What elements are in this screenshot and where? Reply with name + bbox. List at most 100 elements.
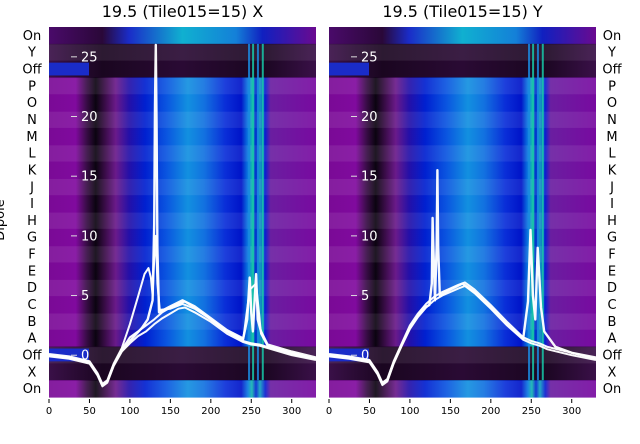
x-tick-label: 50 [363,406,376,417]
dipole-label: D [607,281,617,296]
overlay-y-tick-label: 20 [81,110,98,125]
overlay-y-tick-label: 15 [81,170,98,185]
x-tick-label: 50 [83,406,96,417]
dipole-label: G [27,231,37,246]
off-row-block [329,62,369,76]
stripe-mark [528,43,531,381]
dipole-label: M [26,130,37,145]
dipole-label: A [28,332,37,347]
overlay-y-tick-label: 10 [361,229,378,244]
heatmap-row [329,329,596,348]
stripe-mark [541,43,544,381]
dipole-label: O [27,96,37,111]
dipole-label: H [27,214,37,229]
x-tick-label: 250 [522,406,541,417]
heatmap-row [49,262,316,280]
dipole-label: On [23,29,41,44]
dipole-label: B [28,315,37,330]
dipole-label: Off [602,348,622,363]
stripe-mark [256,43,259,381]
dipole-label: L [608,147,616,162]
dipole-label: N [27,113,37,128]
dipole-label: F [28,248,35,263]
x-tick-label: 100 [120,406,139,417]
series-line [48,300,317,387]
dipole-label: E [608,264,616,279]
heatmap-row [329,144,596,163]
stripe-mark [536,43,539,381]
dipole-label: B [608,315,617,330]
series-line [48,306,317,388]
dipole-label: On [23,382,41,397]
dipole-label: Y [607,46,616,61]
dipole-label: D [27,281,37,296]
heatmap-row [329,27,596,45]
dipole-label: On [603,382,621,397]
overlay-y-tick-label: 10 [81,229,98,244]
dipole-label: On [603,29,621,44]
series-line [328,285,597,387]
dipole-label: N [607,113,617,128]
dipole-label: G [607,231,617,246]
panel-x: 19.5 (Tile015=15) XOnYOffPONMLKJIHGFEDCB… [22,2,317,417]
dipole-label: X [28,365,37,380]
overlay-y-tick-label: 20 [361,110,378,125]
x-tick-label: 150 [161,406,180,417]
x-tick-label: 100 [400,406,419,417]
heatmap-row [329,212,596,230]
dipole-label: I [610,197,614,212]
dipole-label: H [607,214,617,229]
stripe-mark [532,43,535,381]
y-axis-label: Dipole [0,199,8,240]
heatmap-row [329,77,596,95]
dipole-label: I [30,197,34,212]
heatmap-row [49,363,316,381]
overlay-y-tick-label: 25 [361,50,378,65]
overlay-y-tick-label: 5 [361,289,369,304]
dipole-label: K [608,163,617,178]
dipole-label: J [29,180,34,195]
heatmap-row [329,195,596,213]
dipole-label: P [608,79,616,94]
dipole-label: F [608,248,615,263]
overlay-y-tick-label: 25 [81,50,98,65]
heatmap-row [49,380,316,398]
x-tick-label: 300 [282,406,301,417]
overlay-y-tick-label: 0 [361,349,369,364]
heatmap-row [49,212,316,230]
heatmap-row [49,312,316,331]
dipole-label: Off [22,348,42,363]
x-tick-label: 150 [441,406,460,417]
heatmap-row [49,27,316,45]
dipole-label: O [607,96,617,111]
heatmap-row [49,144,316,163]
panel-title: 19.5 (Tile015=15) Y [382,2,543,21]
x-tick-label: 250 [242,406,261,417]
heatmap-row [49,127,316,146]
dipole-label: E [28,264,36,279]
x-tick-label: 0 [46,406,52,417]
panel-title: 19.5 (Tile015=15) X [102,2,264,21]
dipole-label: A [608,332,617,347]
dipole-label: P [28,79,36,94]
heatmap-row [49,195,316,213]
heatmap-row [329,363,596,381]
heatmap-row [329,245,596,264]
dipole-label: Off [22,63,42,78]
x-tick-label: 0 [326,406,332,417]
dipole-label: C [607,298,616,313]
heatmap-row [49,77,316,95]
dipole-label: K [28,163,37,178]
heatmap-row [49,329,316,348]
x-tick-label: 300 [562,406,581,417]
stripe-mark [261,43,264,381]
stripe-mark [252,43,255,381]
dipole-label: X [608,365,617,380]
dipole-label: J [609,180,614,195]
off-row-block [49,62,89,76]
heatmap-row [329,127,596,146]
dipole-label: C [27,298,36,313]
x-tick-label: 200 [201,406,220,417]
